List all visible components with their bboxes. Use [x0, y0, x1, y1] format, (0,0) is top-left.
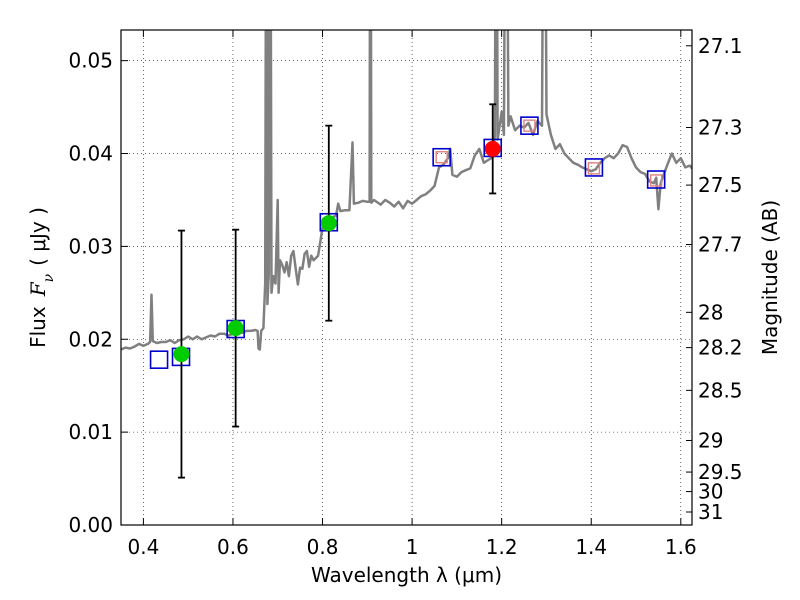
y-tick-label: 0.03 — [68, 234, 113, 258]
y2-tick-label: 31 — [698, 500, 723, 524]
y2-tick-label: 28.2 — [698, 336, 743, 360]
y-axis-label-symbol: F — [26, 281, 50, 297]
x-tick-label: 1 — [406, 535, 419, 559]
y2-tick-label: 27.7 — [698, 233, 743, 257]
y2-tick-label: 28.5 — [698, 378, 743, 402]
secondary-y-axis-label: Magnitude (AB) — [758, 200, 782, 355]
x-axis-label: Wavelength λ (μm) — [311, 563, 502, 587]
model-photometry-marker — [587, 162, 601, 175]
y-tick-label: 0.01 — [68, 420, 113, 444]
model-photometry-marker — [523, 119, 536, 132]
plot-area — [121, 30, 692, 479]
y-axis-label-units: ( μJy ) — [26, 207, 50, 266]
model-photometry-marker — [435, 151, 448, 164]
y-axis-label: Flux Fν ( μJy ) — [26, 207, 57, 348]
x-tick-label: 0.8 — [307, 535, 339, 559]
x-tick-label: 1.6 — [665, 535, 697, 559]
observed-point — [173, 346, 190, 363]
y2-tick-label: 28 — [698, 300, 723, 324]
model-photometry-marker — [649, 174, 663, 187]
y-axis-label-prefix: Flux — [26, 306, 50, 348]
y-tick-label: 0.00 — [68, 513, 113, 537]
observed-point — [320, 215, 337, 232]
synthetic-photometry-marker — [646, 170, 666, 189]
grid — [121, 30, 692, 526]
plot-frame — [120, 29, 693, 526]
y2-tick-label: 27.1 — [698, 34, 743, 58]
synthetic-photometry-marker — [520, 116, 539, 135]
y-tick-label: 0.02 — [68, 327, 113, 351]
y2-tick-label: 27.3 — [698, 116, 743, 140]
y-tick-label: 0.04 — [68, 142, 113, 166]
y2-tick-label: 27.5 — [698, 173, 743, 197]
synthetic-photometry-marker — [584, 158, 604, 177]
y2-tick-label: 29 — [698, 428, 723, 452]
synthetic-photometry-marker — [149, 350, 169, 369]
y2-tick-label: 30 — [698, 480, 723, 504]
x-tick-label: 1.4 — [575, 535, 607, 559]
axis-ticks: 0.4 0.6 0.8 1 1.2 1.4 1.6 0.00 0.01 0.02 0.03 0.04 0… — [68, 30, 743, 559]
observed-point — [227, 320, 244, 337]
y-axis-label-subscript: ν — [41, 273, 57, 282]
x-tick-label: 0.6 — [217, 535, 249, 559]
y2-tick-label: 29.5 — [698, 460, 743, 484]
x-tick-label: 0.4 — [127, 535, 159, 559]
x-tick-label: 1.2 — [486, 535, 518, 559]
synthetic-photometry-marker — [432, 147, 451, 167]
observed-point — [484, 140, 501, 157]
y-tick-label: 0.05 — [68, 49, 113, 73]
